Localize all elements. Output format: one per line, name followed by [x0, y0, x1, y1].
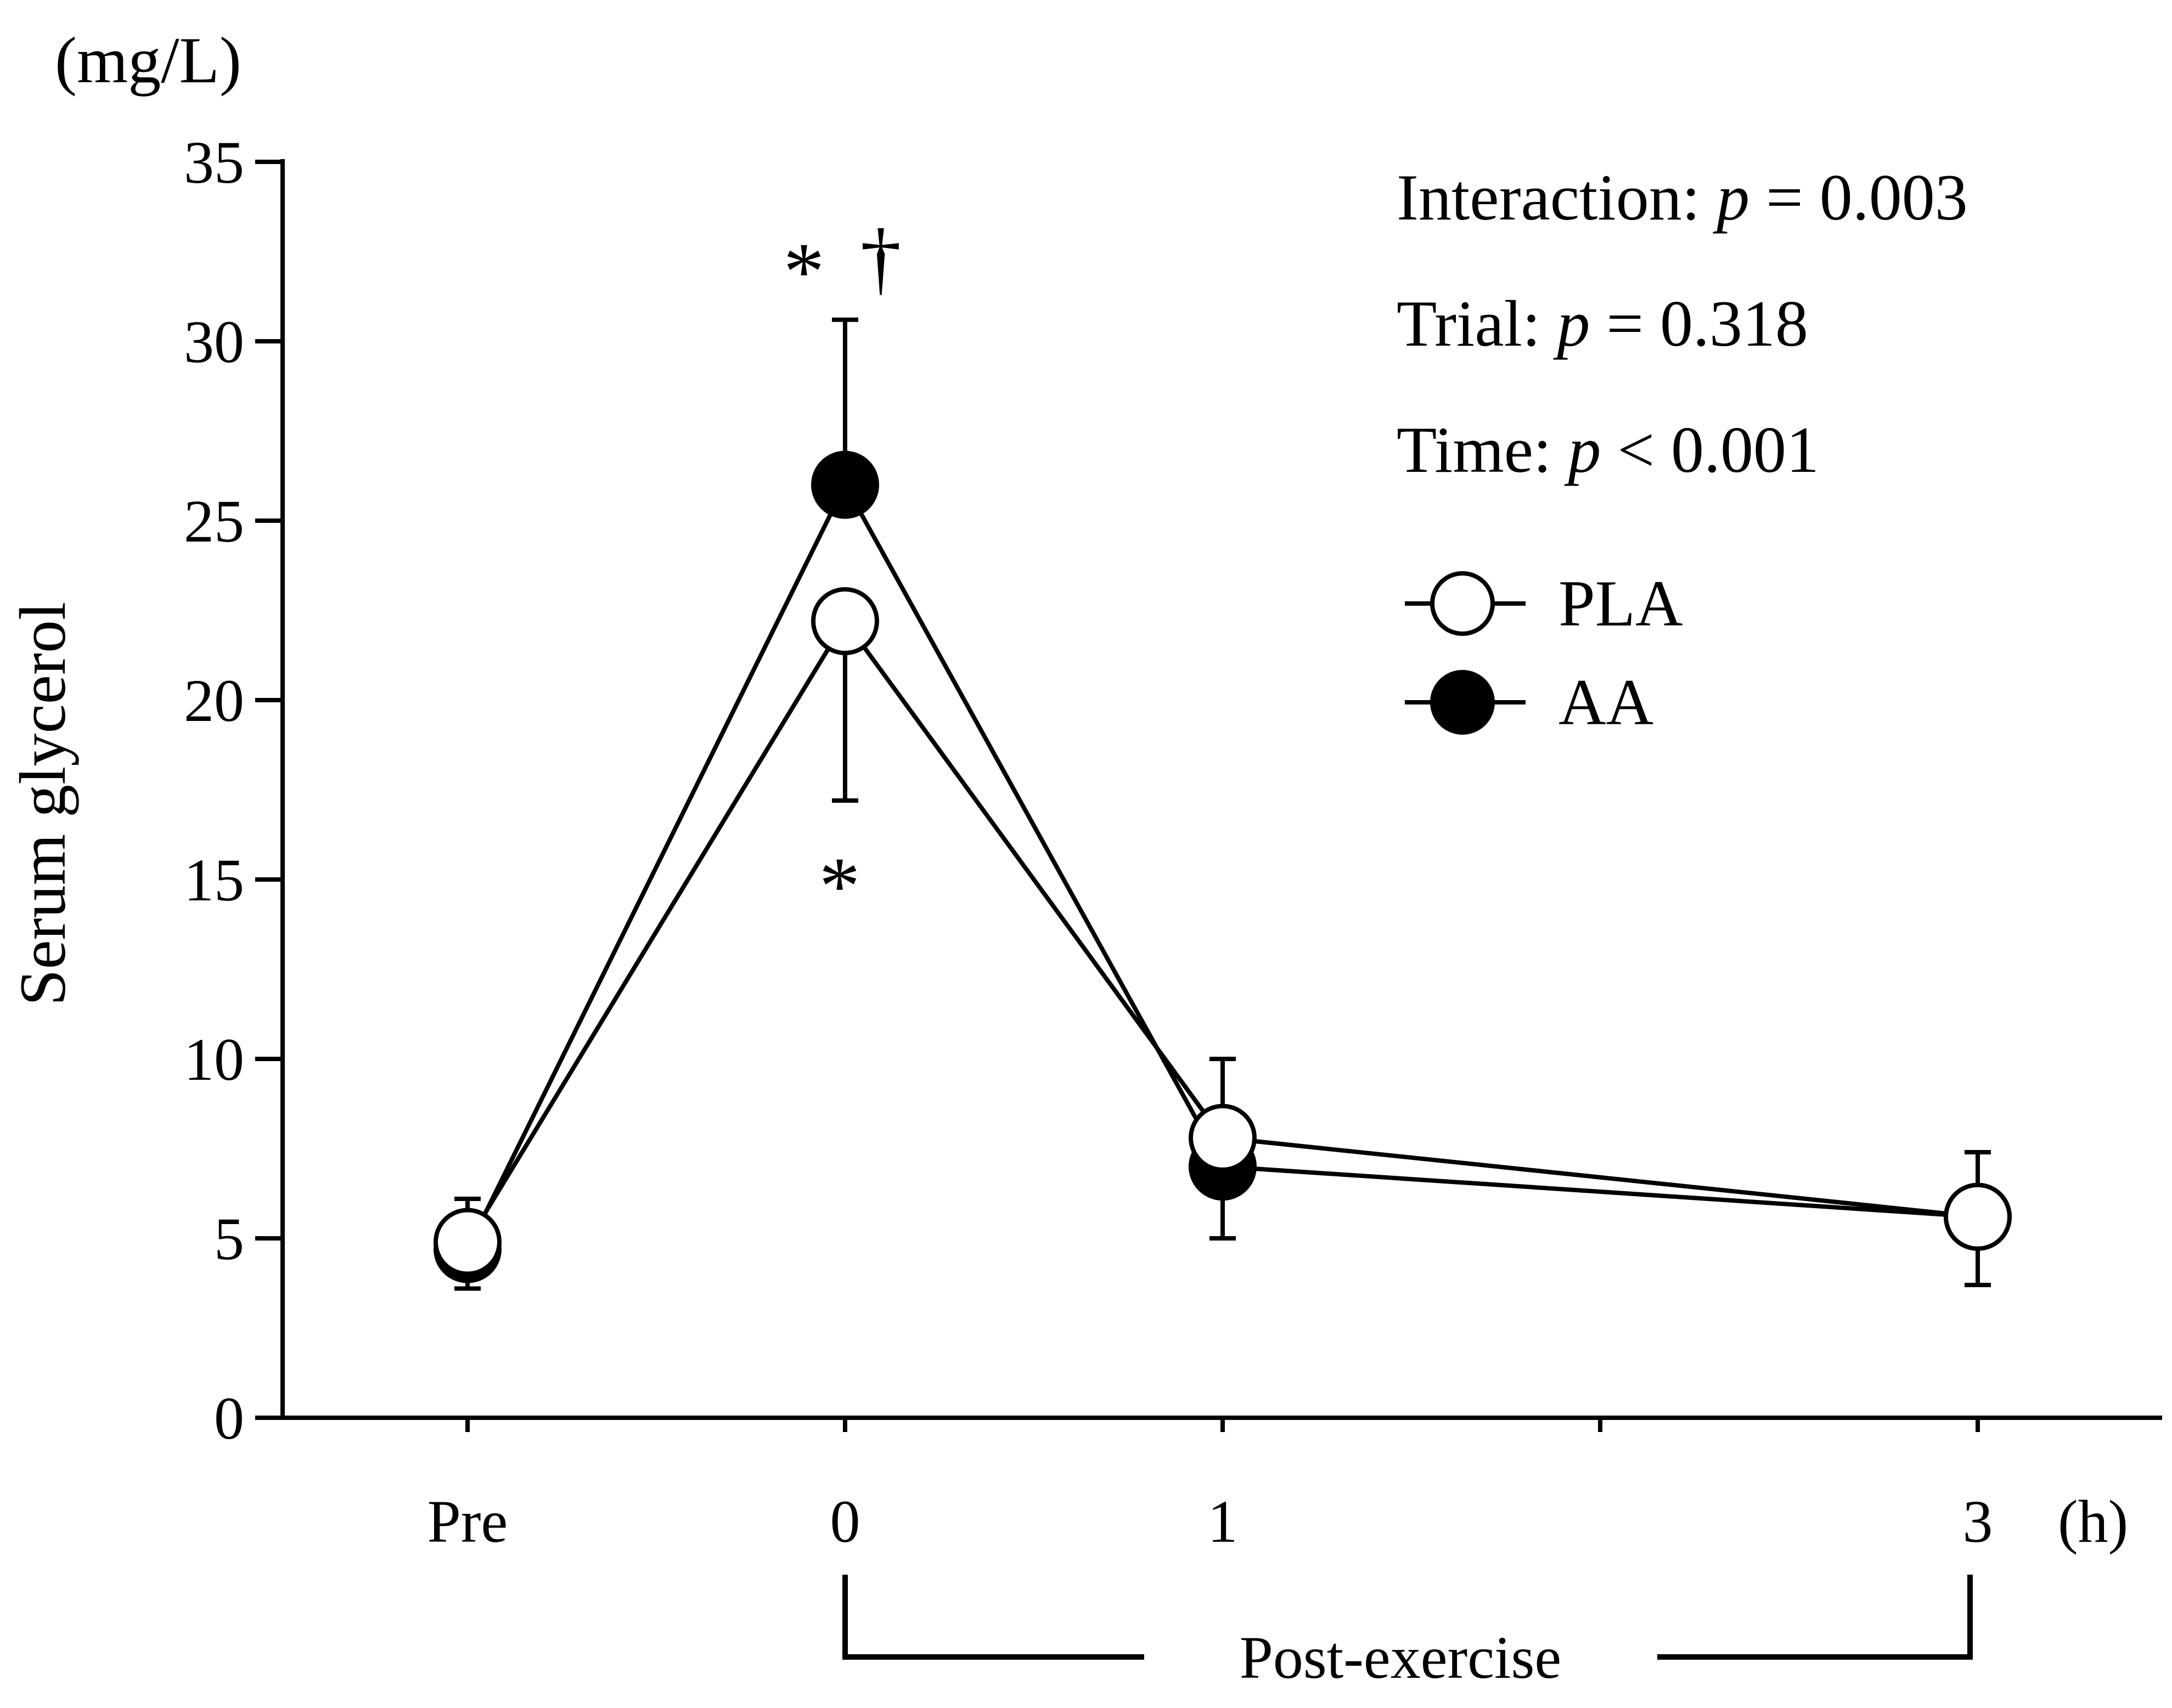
stat-interaction-value: = 0.003: [1766, 161, 1968, 234]
point-pla: [1944, 1182, 2012, 1251]
stat-trial-p: p: [1552, 287, 1590, 360]
stat-interaction-label: Interaction:: [1397, 161, 1700, 234]
y-tick-label: 35: [184, 129, 244, 196]
point-pla: [811, 587, 879, 656]
post-exercise-bracket-left: [842, 1575, 1144, 1660]
y-tick-label: 30: [184, 308, 244, 375]
y-tick-label: 5: [214, 1205, 244, 1272]
legend-aa-label: AA: [1558, 666, 1653, 739]
y-tick-label: 25: [184, 488, 244, 555]
x-tick-label: 3: [1963, 1488, 1993, 1555]
stat-time: Time: p < 0.001: [1397, 413, 1819, 486]
series-line-aa: [465, 480, 1978, 1250]
legend-pla-label: PLA: [1558, 567, 1683, 640]
y-unit-label: (mg/L): [55, 24, 241, 97]
pla-peak-asterisk: *: [819, 841, 860, 932]
y-tick-label: 0: [214, 1385, 244, 1452]
stat-time-label: Time:: [1397, 413, 1551, 486]
x-unit-label: (h): [2058, 1488, 2128, 1555]
stat-interaction-p: p: [1712, 161, 1749, 234]
y-tick-label: 20: [184, 667, 244, 734]
point-pla: [434, 1208, 502, 1276]
aa-peak-dagger: †: [860, 212, 902, 303]
legend-aa-marker: [1430, 670, 1495, 735]
stat-interaction: Interaction: p = 0.003: [1397, 161, 1968, 234]
y-axis-title: Serum glycerol: [6, 602, 79, 1006]
y-tick-label: 15: [184, 847, 244, 914]
stat-trial-label: Trial:: [1397, 287, 1540, 360]
y-tick-label: 10: [184, 1026, 244, 1093]
legend-pla-marker: [1430, 571, 1495, 636]
stat-time-p: p: [1563, 413, 1601, 486]
stat-trial: Trial: p = 0.318: [1397, 287, 1808, 360]
point-pla: [1189, 1103, 1257, 1172]
x-tick-label: 1: [1208, 1488, 1238, 1555]
stat-time-value: < 0.001: [1617, 413, 1819, 486]
post-exercise-label: Post-exercise: [1240, 1624, 1561, 1691]
x-tick-label: 0: [830, 1488, 860, 1555]
aa-peak-asterisk: *: [784, 226, 825, 317]
series-line-pla: [465, 617, 1978, 1243]
stat-trial-value: = 0.318: [1606, 287, 1808, 360]
post-exercise-bracket-right: [1657, 1575, 1973, 1660]
point-aa: [811, 450, 879, 519]
legend: PLA AA: [1405, 567, 1683, 739]
x-tick-label: Pre: [427, 1488, 508, 1555]
